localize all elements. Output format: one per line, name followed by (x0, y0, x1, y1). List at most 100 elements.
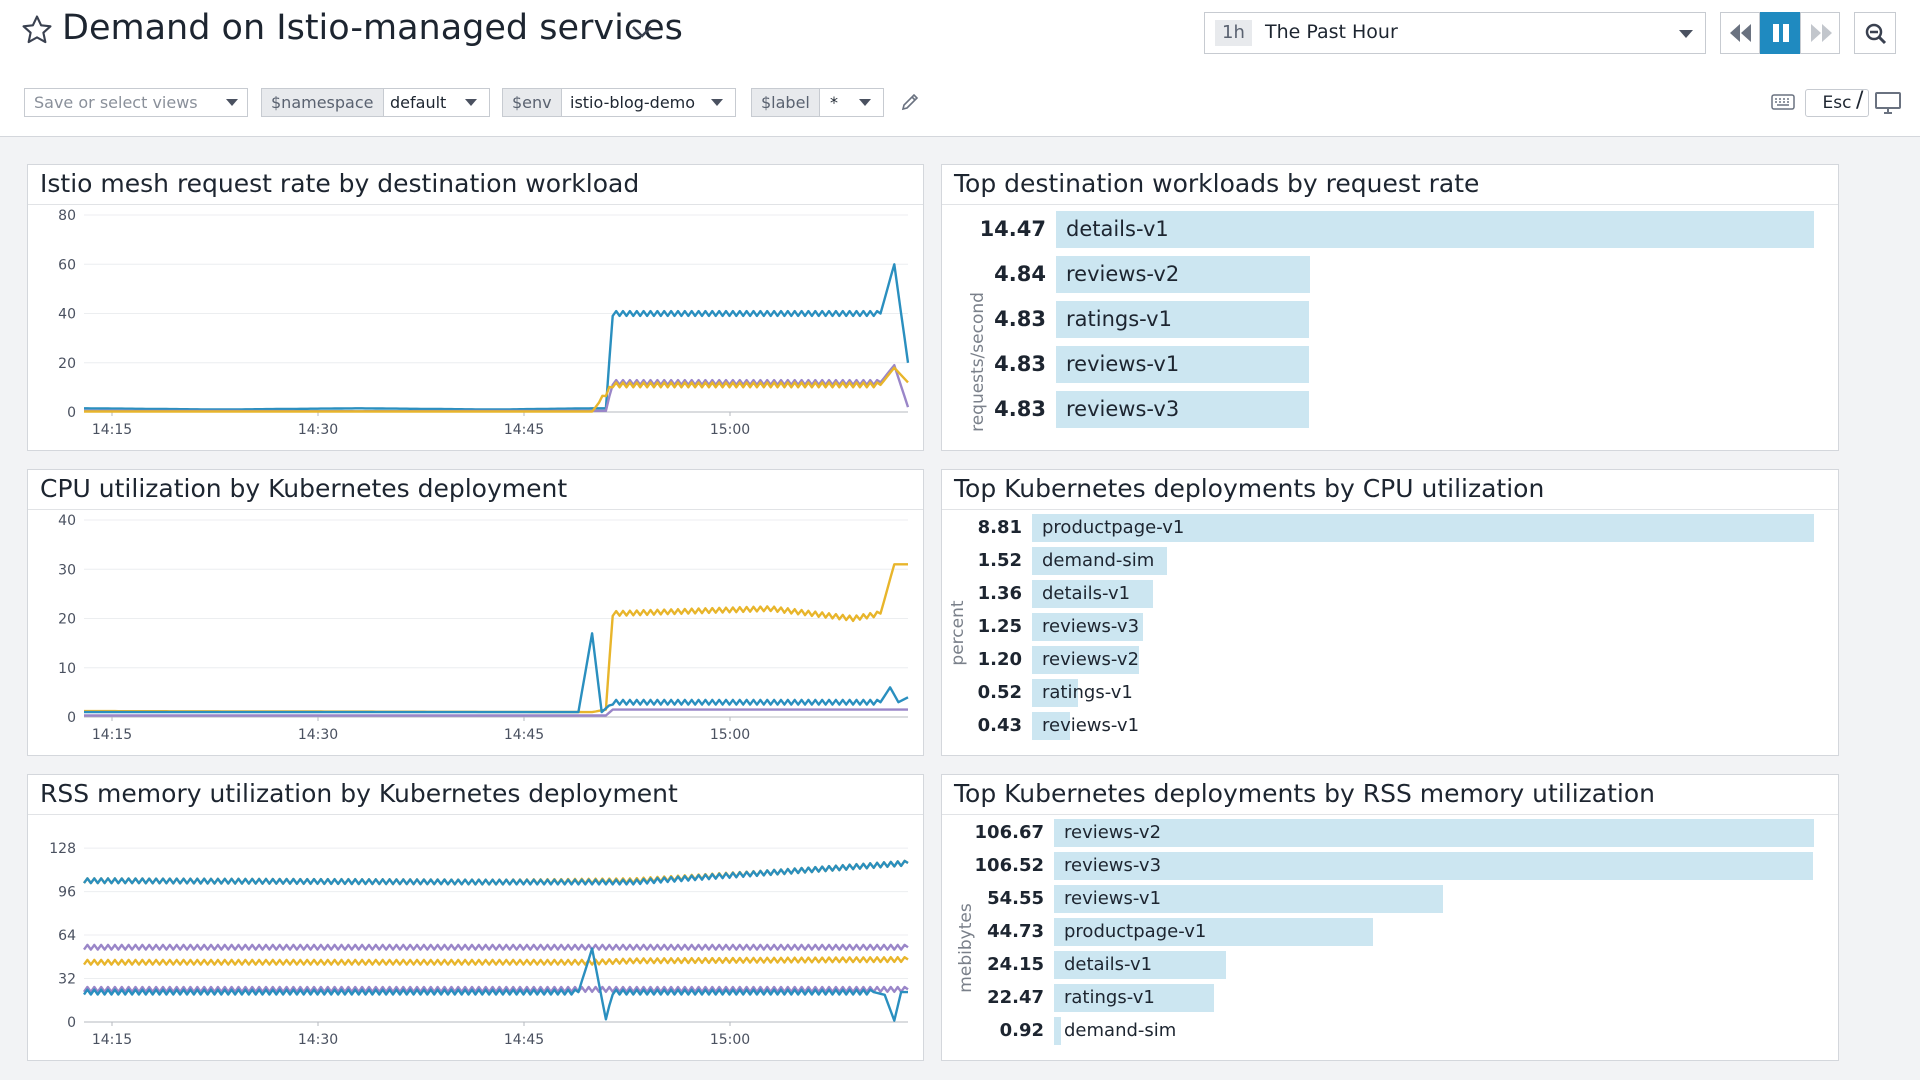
toplist-row[interactable]: 1.52 demand-sim (942, 547, 1838, 575)
series-line[interactable] (83, 956, 909, 966)
x-tick-label: 14:30 (298, 1032, 338, 1048)
x-tick: 14:30 (298, 412, 338, 438)
toplist-value: 44.73 (987, 921, 1044, 942)
toplist-row[interactable]: 0.92 demand-sim (942, 1017, 1838, 1045)
toplist-value: 1.52 (977, 550, 1022, 571)
toplist-row[interactable]: 4.83 reviews-v3 (942, 391, 1838, 428)
toplist-bar (1032, 712, 1071, 740)
views-selector[interactable]: Save or select views (24, 88, 248, 117)
timeframe-badge: 1h (1215, 20, 1252, 46)
toplist-value: 0.52 (977, 682, 1022, 703)
toplist-bar (1032, 613, 1143, 641)
tv-mode-icon[interactable] (1875, 92, 1901, 114)
toplist-bar (1054, 1017, 1061, 1045)
toplist-row[interactable]: 22.47 ratings-v1 (942, 984, 1838, 1012)
views-placeholder: Save or select views (34, 93, 198, 112)
toplist-label: productpage-v1 (1042, 517, 1185, 538)
toplist-row[interactable]: 44.73 productpage-v1 (942, 918, 1838, 946)
x-tick-label: 14:30 (298, 422, 338, 438)
toplist-row[interactable]: 54.55 reviews-v1 (942, 885, 1838, 913)
request-rate-chart[interactable]: 0 20 40 60 80 14:15 14:30 14:45 15:00 (28, 205, 923, 450)
series-line[interactable] (83, 943, 909, 951)
series-line[interactable] (83, 859, 909, 886)
star-icon[interactable] (20, 13, 54, 47)
namespace-variable[interactable]: $namespace default (261, 88, 490, 117)
keyboard-icon[interactable] (1771, 94, 1795, 110)
toplist-label: reviews-v1 (1066, 352, 1180, 376)
top-cpu-panel: Top Kubernetes deployments by CPU utiliz… (941, 469, 1839, 756)
x-tick-label: 14:45 (504, 422, 544, 438)
toplist-row[interactable]: 106.67 reviews-v2 (942, 819, 1838, 847)
series-line[interactable] (84, 263, 910, 411)
pause-button[interactable] (1760, 12, 1800, 54)
toplist-bar (1054, 885, 1443, 913)
toplist-value: 8.81 (977, 517, 1022, 538)
series-line[interactable] (84, 708, 908, 717)
y-tick-label: 30 (58, 562, 76, 578)
rewind-icon (1730, 24, 1751, 42)
label-variable[interactable]: $label * (751, 88, 884, 117)
toplist-bar (1032, 646, 1139, 674)
toplist-bar (1054, 951, 1227, 979)
series-line[interactable] (84, 563, 908, 714)
toplist-row[interactable]: 1.20 reviews-v2 (942, 646, 1838, 674)
y-tick-label: 80 (58, 208, 76, 224)
y-tick: 20 (58, 356, 908, 372)
toplist-row[interactable]: 14.47 details-v1 (942, 211, 1838, 248)
memory-utilization-chart[interactable]: 0 32 64 96 128 14:15 14:30 14:45 15:00 (28, 815, 923, 1060)
toplist-label: reviews-v3 (1066, 397, 1180, 421)
pause-icon (1773, 24, 1789, 42)
toplist-value: 0.92 (999, 1020, 1044, 1041)
variable-name: $label (752, 89, 820, 116)
toplist-row[interactable]: 1.36 details-v1 (942, 580, 1838, 608)
toplist-value: 1.25 (977, 616, 1022, 637)
timeframe-selector[interactable]: 1h The Past Hour (1204, 12, 1706, 54)
toplist-row[interactable]: 1.25 reviews-v3 (942, 613, 1838, 641)
x-tick-label: 15:00 (710, 727, 750, 743)
toplist-label: details-v1 (1066, 217, 1169, 241)
y-tick: 80 (58, 208, 908, 224)
y-tick: 30 (58, 562, 908, 578)
toplist-value: 54.55 (987, 888, 1044, 909)
toplist-label: reviews-v1 (1042, 715, 1140, 736)
toplist-label: reviews-v1 (1064, 888, 1162, 909)
panel-title: CPU utilization by Kubernetes deployment (40, 474, 568, 503)
series-line[interactable] (84, 366, 909, 413)
y-tick-label: 0 (67, 405, 76, 421)
toplist-row[interactable]: 0.52 ratings-v1 (942, 679, 1838, 707)
toplist-row[interactable]: 0.43 reviews-v1 (942, 712, 1838, 740)
toplist-row[interactable]: 106.52 reviews-v3 (942, 852, 1838, 880)
toplist-bar (1056, 211, 1814, 248)
series-line[interactable] (84, 632, 909, 714)
x-tick: 14:45 (504, 412, 544, 438)
variable-name: $env (503, 89, 562, 116)
chevron-down-icon[interactable] (630, 24, 654, 40)
y-tick: 40 (58, 513, 908, 529)
cpu-utilization-chart[interactable]: 0 10 20 30 40 14:15 14:30 14:45 15:00 (28, 510, 923, 755)
fast-forward-button[interactable] (1800, 12, 1840, 54)
esc-key[interactable]: Esc (1805, 89, 1869, 117)
y-tick-label: 40 (58, 307, 76, 323)
toplist-bar (1056, 256, 1310, 293)
series-line[interactable] (83, 985, 909, 993)
x-tick: 14:15 (92, 717, 132, 743)
y-tick-label: 64 (58, 928, 76, 944)
pencil-icon[interactable] (900, 92, 920, 112)
zoom-out-button[interactable] (1854, 12, 1896, 54)
toplist-label: demand-sim (1042, 550, 1155, 571)
toplist-row[interactable]: 24.15 details-v1 (942, 951, 1838, 979)
toplist-label: details-v1 (1042, 583, 1131, 604)
toplist-row[interactable]: 4.83 ratings-v1 (942, 301, 1838, 338)
env-variable[interactable]: $env istio-blog-demo (502, 88, 736, 117)
toplist-row[interactable]: 4.84 reviews-v2 (942, 256, 1838, 293)
toplist-value: 1.36 (977, 583, 1022, 604)
toplist-row[interactable]: 8.81 productpage-v1 (942, 514, 1838, 542)
toplist-label: reviews-v2 (1066, 262, 1180, 286)
rewind-button[interactable] (1720, 12, 1760, 54)
toplist-value: 14.47 (979, 217, 1046, 241)
series-line[interactable] (83, 947, 908, 1022)
toplist-label: reviews-v3 (1064, 855, 1162, 876)
toplist-row[interactable]: 4.83 reviews-v1 (942, 346, 1838, 383)
panel-title: Top Kubernetes deployments by RSS memory… (954, 779, 1655, 808)
dashboard-title: Demand on Istio-managed services (62, 8, 683, 48)
